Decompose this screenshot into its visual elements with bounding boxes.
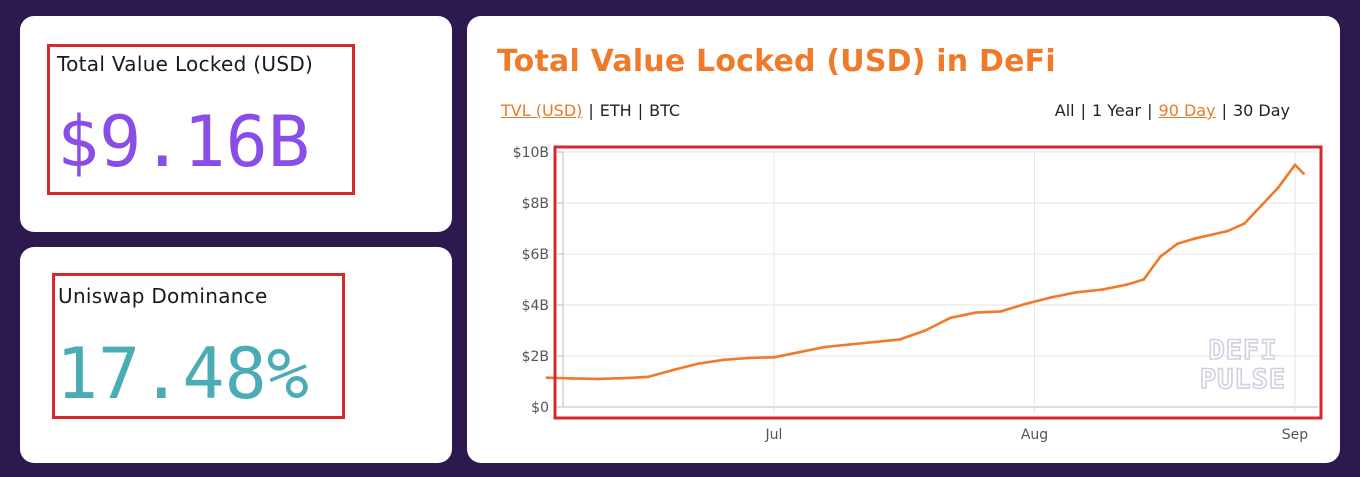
range-tabs: All | 1 Year | 90 Day | 30 Day — [1055, 101, 1290, 120]
tab-tvl-usd[interactable]: TVL (USD) — [501, 101, 583, 120]
y-tick-label: $10B — [513, 145, 549, 161]
tvl-chart-card: Total Value Locked (USD) in DeFi TVL (US… — [467, 16, 1340, 463]
currency-tabs: TVL (USD) | ETH | BTC — [501, 101, 680, 120]
tvl-data-point — [1243, 222, 1246, 225]
tvl-data-point — [545, 376, 549, 380]
tvl-data-point — [949, 316, 952, 320]
tvl-data-point — [596, 377, 599, 381]
x-tick-label: Sep — [1282, 427, 1309, 443]
tab-separator: | — [1221, 101, 1227, 120]
defi-pulse-watermark: DEFI PULSE — [1199, 334, 1286, 396]
uniswap-value: 17.48% — [56, 333, 309, 415]
tvl-data-point — [923, 329, 927, 332]
tvl-data-point — [646, 375, 650, 379]
tvl-data-point — [873, 340, 877, 344]
tvl-data-point — [1075, 290, 1078, 294]
uniswap-highlight-box — [52, 273, 345, 419]
watermark-line-1: DEFI — [1208, 335, 1277, 366]
x-tick-label: Jul — [765, 427, 783, 443]
tab-all[interactable]: All — [1054, 101, 1075, 120]
x-tick-label: Aug — [1021, 427, 1048, 443]
tvl-data-point — [696, 362, 700, 366]
y-tick-label: $2B — [522, 349, 549, 365]
tvl-data-point — [1142, 278, 1146, 281]
tvl-data-point — [1159, 255, 1162, 258]
uniswap-dominance-card: Uniswap Dominance 17.48% — [20, 247, 452, 463]
tab-90-day[interactable]: 90 Day — [1158, 101, 1216, 120]
tvl-card: Total Value Locked (USD) $9.16B — [20, 16, 452, 232]
tvl-data-point — [570, 377, 574, 380]
tvl-label: Total Value Locked (USD) — [57, 52, 314, 76]
y-tick-label: $0 — [531, 400, 549, 416]
tvl-data-point — [1259, 204, 1263, 207]
chart-title: Total Value Locked (USD) in DeFi — [497, 44, 1056, 79]
tvl-data-point — [1293, 163, 1297, 167]
tab-separator: | — [637, 101, 644, 120]
chart-highlight-box — [553, 145, 1323, 420]
tvl-data-point — [772, 355, 776, 359]
tvl-data-point — [1226, 229, 1230, 233]
tvl-data-point — [1175, 242, 1179, 246]
tvl-data-point — [1125, 283, 1129, 286]
tvl-data-point — [722, 358, 725, 362]
tvl-data-point — [898, 338, 902, 341]
tab-separator: | — [1080, 101, 1086, 120]
y-tick-label: $8B — [522, 196, 549, 212]
tvl-data-point — [999, 309, 1003, 313]
tab-eth[interactable]: ETH — [599, 101, 632, 120]
tab-separator: | — [1147, 101, 1153, 120]
tab-1-year[interactable]: 1 Year — [1091, 101, 1142, 120]
tvl-data-point — [1100, 288, 1104, 292]
tab-btc[interactable]: BTC — [649, 101, 681, 120]
watermark-line-2: PULSE — [1200, 364, 1286, 395]
tvl-data-point — [747, 356, 751, 360]
tvl-data-point — [1192, 237, 1196, 241]
tvl-data-point — [1024, 302, 1028, 306]
tvl-data-point — [848, 343, 852, 346]
uniswap-label: Uniswap Dominance — [58, 284, 268, 308]
tvl-data-point — [621, 376, 625, 380]
tvl-data-point — [1209, 233, 1213, 237]
tvl-data-point — [974, 311, 978, 315]
y-tick-label: $4B — [522, 298, 549, 314]
tvl-data-point — [1049, 295, 1053, 299]
tvl-value: $9.16B — [57, 101, 310, 183]
tvl-highlight-box — [47, 44, 355, 195]
tvl-data-point — [1276, 186, 1280, 190]
tvl-data-point — [671, 368, 675, 372]
tvl-data-point — [1302, 172, 1305, 175]
y-tick-label: $6B — [522, 247, 549, 263]
tvl-data-point — [797, 350, 801, 354]
tvl-line-chart: $0 $2B $4B $6B $8B $10B Jul Aug Sep DEFI PULSE — [513, 145, 1323, 443]
tab-separator: | — [588, 101, 594, 120]
tvl-data-point — [823, 345, 826, 349]
tvl-series-line — [545, 163, 1305, 381]
tab-30-day[interactable]: 30 Day — [1232, 101, 1290, 120]
